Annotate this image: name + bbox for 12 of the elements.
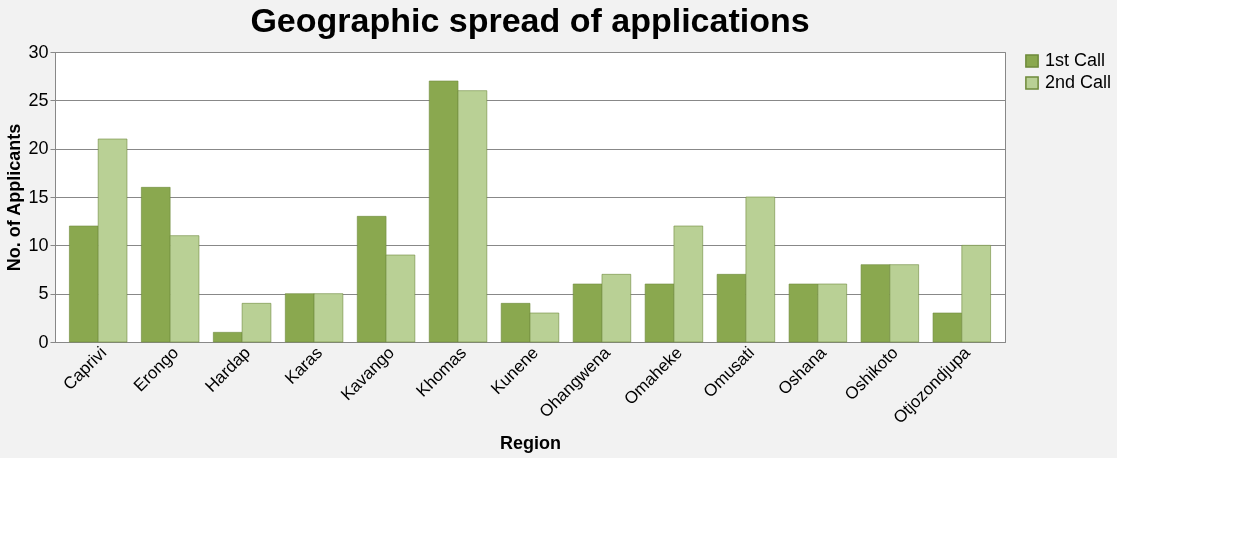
y-tick-label: 10 bbox=[28, 234, 49, 255]
y-tick-label: 20 bbox=[28, 138, 49, 159]
y-tick-label: 5 bbox=[38, 283, 49, 304]
y-axis-title: No. of Applicants bbox=[4, 123, 25, 272]
x-axis-title: Region bbox=[500, 432, 561, 453]
y-tick-label: 0 bbox=[38, 331, 49, 352]
legend-label: 1st Call bbox=[1045, 50, 1106, 70]
chart-title: Geographic spread of applications bbox=[250, 1, 810, 39]
y-tick-label: 25 bbox=[28, 89, 49, 110]
y-tick-label: 30 bbox=[28, 41, 49, 62]
legend-label: 2nd Call bbox=[1045, 72, 1112, 92]
y-tick-label: 15 bbox=[28, 186, 49, 207]
